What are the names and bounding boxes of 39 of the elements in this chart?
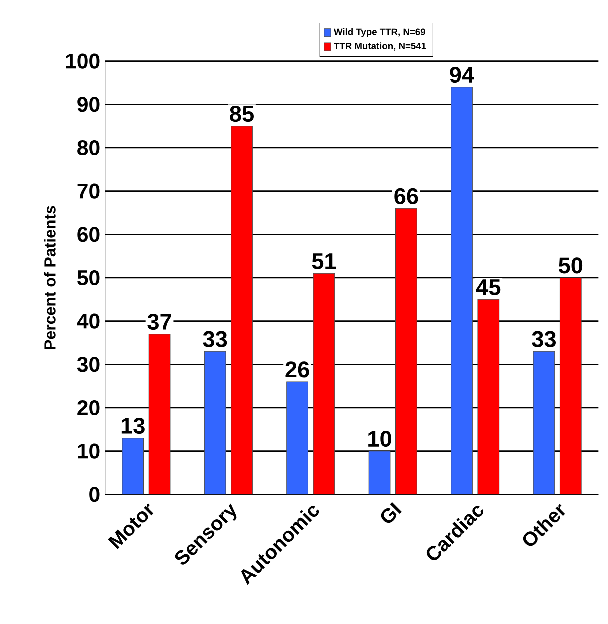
bar: [451, 87, 473, 495]
data-label: 37: [148, 314, 172, 330]
bar: [122, 438, 144, 495]
bar: [533, 351, 556, 495]
bar: [204, 351, 226, 495]
y-tick-label: 80: [78, 140, 100, 156]
y-tick-label: 30: [77, 357, 100, 372]
y-axis-title: Percent of Patients: [44, 206, 56, 350]
data-label: 13: [122, 418, 145, 434]
x-tick-label: GI: [381, 502, 402, 524]
y-tick-label: 100: [66, 54, 100, 69]
legend-label: Wild Type TTR, N=69: [334, 28, 426, 38]
y-tick-label: 10: [78, 444, 100, 459]
bar: [478, 299, 500, 495]
legend-label: TTR Mutation, N=541: [334, 42, 426, 51]
data-label: 94: [450, 67, 474, 84]
bar: [231, 126, 253, 495]
bar: [396, 208, 418, 495]
bar: [148, 334, 171, 495]
bar: [368, 451, 391, 495]
data-label: 51: [312, 254, 336, 270]
y-tick-label: 20: [78, 400, 100, 416]
bar: [313, 273, 336, 495]
y-tick-label: 60: [78, 227, 100, 242]
data-label: 33: [203, 331, 228, 348]
data-label: 10: [368, 431, 392, 448]
data-label: 45: [476, 280, 501, 296]
y-tick-label: 90: [78, 97, 100, 112]
y-tick-label: 70: [78, 184, 100, 199]
y-tick-label: 50: [78, 270, 100, 286]
data-label: 66: [394, 188, 418, 204]
data-label: 50: [558, 258, 583, 274]
data-label: 33: [532, 331, 556, 348]
y-tick-label: 40: [77, 314, 100, 329]
y-tick-label: 0: [90, 487, 100, 502]
data-label: 26: [286, 362, 310, 378]
data-label: 85: [230, 106, 254, 122]
bar: [286, 382, 308, 495]
bar: [560, 278, 582, 495]
